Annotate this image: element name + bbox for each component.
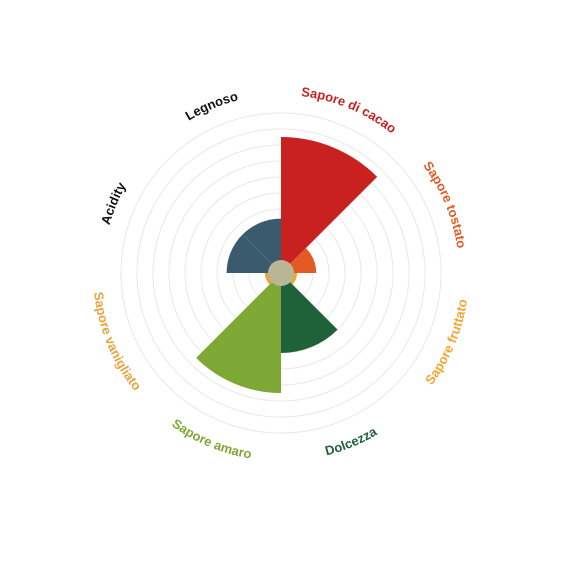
- sector-dolcezza: [281, 273, 338, 353]
- chart-sectors: [196, 137, 378, 393]
- label-legnoso: Legnoso: [183, 88, 240, 123]
- chart-hub: [268, 260, 294, 286]
- grid-ring: [136, 128, 426, 418]
- label-acidity: Acidity: [98, 179, 129, 226]
- sector-acidity: [226, 234, 281, 273]
- sector-sapore-amaro: [196, 273, 281, 393]
- label-dolcezza: Dolcezza: [323, 423, 380, 458]
- label-sapore-amaro: Sapore amaro: [169, 416, 252, 462]
- grid-ring: [120, 112, 442, 434]
- sector-sapore-di-cacao: [281, 137, 378, 273]
- label-sapore-tostato: Sapore tostato: [420, 158, 469, 249]
- label-sapore-fruttato: Sapore fruttato: [422, 298, 470, 387]
- sector-legnoso: [242, 218, 281, 273]
